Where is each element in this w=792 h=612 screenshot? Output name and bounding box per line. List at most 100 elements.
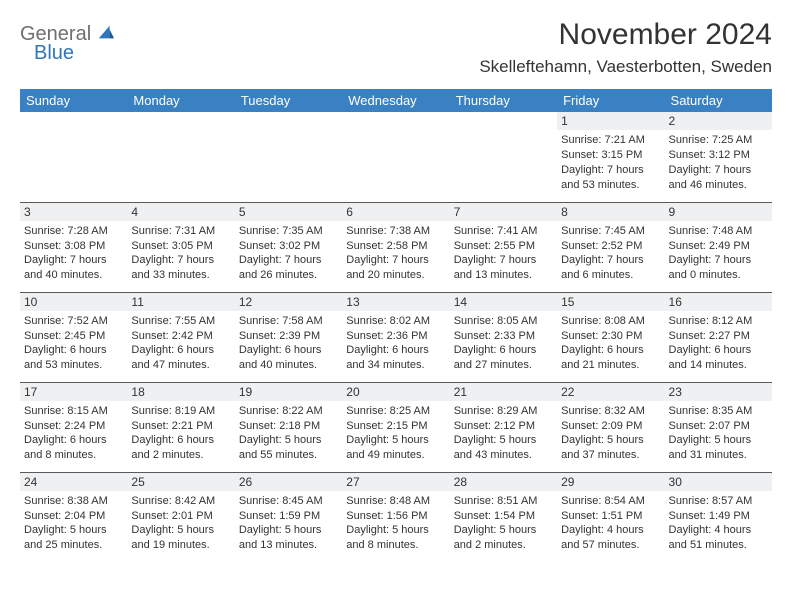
sunset-text: Sunset: 2:52 PM	[561, 239, 660, 254]
daylight-text: Daylight: 7 hours and 20 minutes.	[346, 253, 445, 283]
daylight-text: Daylight: 6 hours and 53 minutes.	[24, 343, 123, 373]
sunset-text: Sunset: 1:51 PM	[561, 509, 660, 524]
sunrise-text: Sunrise: 7:31 AM	[131, 224, 230, 239]
sunrise-text: Sunrise: 7:55 AM	[131, 314, 230, 329]
sunrise-text: Sunrise: 8:08 AM	[561, 314, 660, 329]
sunrise-text: Sunrise: 8:57 AM	[669, 494, 768, 509]
sunset-text: Sunset: 3:12 PM	[669, 148, 768, 163]
calendar-day-cell: 6 Sunrise: 7:38 AMSunset: 2:58 PMDaylight…	[342, 202, 449, 292]
calendar-table: SundayMondayTuesdayWednesdayThursdayFrid…	[20, 89, 772, 562]
sunset-text: Sunset: 2:24 PM	[24, 419, 123, 434]
calendar-day-cell: 1Sunrise: 7:21 AMSunset: 3:15 PMDaylight…	[557, 112, 664, 202]
calendar-day-cell: 28Sunrise: 8:51 AMSunset: 1:54 PMDayligh…	[450, 472, 557, 562]
day-number: 25	[127, 473, 234, 491]
sunrise-text: Sunrise: 8:22 AM	[239, 404, 338, 419]
daylight-text: Daylight: 5 hours and 55 minutes.	[239, 433, 338, 463]
calendar-week: 17 Sunrise: 8:15 AMSunset: 2:24 PM Dayligh…	[20, 382, 772, 472]
sunset-text: Sunset: 2:04 PM	[24, 509, 123, 524]
sunrise-text: Sunrise: 7:45 AM	[561, 224, 660, 239]
calendar-day-cell: 27Sunrise: 8:48 AMSunset: 1:56 PMDayligh…	[342, 472, 449, 562]
day-number: 21	[450, 383, 557, 401]
sunrise-text: Sunrise: 8:48 AM	[346, 494, 445, 509]
calendar-day-cell	[127, 112, 234, 202]
calendar-day-cell: 7Sunrise: 7:41 AMSunset: 2:55 PMDaylight…	[450, 202, 557, 292]
day-number: 28	[450, 473, 557, 491]
daylight-text: Daylight: 7 hours and 33 minutes.	[131, 253, 230, 283]
sunset-text: Sunset: 2:18 PM	[239, 419, 338, 434]
daylight-text: Daylight: 5 hours and 43 minutes.	[454, 433, 553, 463]
month-title: November 2024	[479, 18, 772, 51]
day-number: 16	[665, 293, 772, 311]
day-number: 3	[20, 203, 127, 221]
day-number: 30	[665, 473, 772, 491]
sunset-text: Sunset: 2:21 PM	[131, 419, 230, 434]
sunrise-text: Sunrise: 8:29 AM	[454, 404, 553, 419]
sunset-text: Sunset: 1:49 PM	[669, 509, 768, 524]
calendar-day-cell: 4 Sunrise: 7:31 AMSunset: 3:05 PMDaylight…	[127, 202, 234, 292]
daylight-text: Daylight: 4 hours and 51 minutes.	[669, 523, 768, 553]
sunrise-text: Sunrise: 8:25 AM	[346, 404, 445, 419]
sunset-text: Sunset: 3:15 PM	[561, 148, 660, 163]
sunrise-text: Sunrise: 8:54 AM	[561, 494, 660, 509]
calendar-day-cell	[20, 112, 127, 202]
day-number: 15	[557, 293, 664, 311]
daylight-text: Daylight: 5 hours and 2 minutes.	[454, 523, 553, 553]
daylight-text: Daylight: 7 hours and 26 minutes.	[239, 253, 338, 283]
daylight-text: Daylight: 6 hours and 40 minutes.	[239, 343, 338, 373]
day-number: 9	[665, 203, 772, 221]
sunset-text: Sunset: 2:39 PM	[239, 329, 338, 344]
sunrise-text: Sunrise: 8:05 AM	[454, 314, 553, 329]
day-number: 19	[235, 383, 342, 401]
sunrise-text: Sunrise: 8:19 AM	[131, 404, 230, 419]
daylight-text: Daylight: 5 hours and 49 minutes.	[346, 433, 445, 463]
sunrise-text: Sunrise: 8:32 AM	[561, 404, 660, 419]
sunset-text: Sunset: 2:58 PM	[346, 239, 445, 254]
sunrise-text: Sunrise: 7:58 AM	[239, 314, 338, 329]
daylight-text: Daylight: 5 hours and 31 minutes.	[669, 433, 768, 463]
calendar-week: 10Sunrise: 7:52 AMSunset: 2:45 PMDayligh…	[20, 292, 772, 382]
logo-text-block: General Blue	[20, 24, 115, 63]
day-number: 27	[342, 473, 449, 491]
calendar-week: 3Sunrise: 7:28 AMSunset: 3:08 PMDaylight…	[20, 202, 772, 292]
sunset-text: Sunset: 3:05 PM	[131, 239, 230, 254]
day-header: Saturday	[665, 89, 772, 112]
day-number: 12	[235, 293, 342, 311]
daylight-text: Daylight: 7 hours and 53 minutes.	[561, 163, 660, 193]
day-number: 6	[342, 203, 449, 221]
calendar-day-cell: 24Sunrise: 8:38 AMSunset: 2:04 PMDayligh…	[20, 472, 127, 562]
sunset-text: Sunset: 1:54 PM	[454, 509, 553, 524]
sunrise-text: Sunrise: 7:28 AM	[24, 224, 123, 239]
daylight-text: Daylight: 5 hours and 8 minutes.	[346, 523, 445, 553]
calendar-day-cell: 22Sunrise: 8:32 AMSunset: 2:09 PMDayligh…	[557, 382, 664, 472]
calendar-day-cell: 14Sunrise: 8:05 AMSunset: 2:33 PMDayligh…	[450, 292, 557, 382]
brand-logo: General Blue	[20, 18, 115, 63]
sunset-text: Sunset: 2:07 PM	[669, 419, 768, 434]
day-number: 7	[450, 203, 557, 221]
sunset-text: Sunset: 2:30 PM	[561, 329, 660, 344]
calendar-day-cell: 23Sunrise: 8:35 AMSunset: 2:07 PMDayligh…	[665, 382, 772, 472]
day-header-row: SundayMondayTuesdayWednesdayThursdayFrid…	[20, 89, 772, 112]
calendar-day-cell: 18Sunrise: 8:19 AMSunset: 2:21 PMDayligh…	[127, 382, 234, 472]
calendar-day-cell	[450, 112, 557, 202]
day-number: 4	[127, 203, 234, 221]
day-number: 18	[127, 383, 234, 401]
calendar-day-cell: 16Sunrise: 8:12 AMSunset: 2:27 PMDayligh…	[665, 292, 772, 382]
day-number: 11	[127, 293, 234, 311]
day-number: 5	[235, 203, 342, 221]
sunrise-text: Sunrise: 8:15 AM	[24, 404, 123, 419]
calendar-week: 1Sunrise: 7:21 AMSunset: 3:15 PMDaylight…	[20, 112, 772, 202]
sunrise-text: Sunrise: 7:48 AM	[669, 224, 768, 239]
sunrise-text: Sunrise: 7:38 AM	[346, 224, 445, 239]
sunrise-text: Sunrise: 8:42 AM	[131, 494, 230, 509]
calendar-day-cell: 15Sunrise: 8:08 AMSunset: 2:30 PMDayligh…	[557, 292, 664, 382]
calendar-day-cell: 25Sunrise: 8:42 AMSunset: 2:01 PMDayligh…	[127, 472, 234, 562]
sunset-text: Sunset: 2:01 PM	[131, 509, 230, 524]
daylight-text: Daylight: 5 hours and 37 minutes.	[561, 433, 660, 463]
day-number: 17	[20, 383, 127, 401]
sunset-text: Sunset: 3:02 PM	[239, 239, 338, 254]
calendar-day-cell: 11Sunrise: 7:55 AMSunset: 2:42 PMDayligh…	[127, 292, 234, 382]
sunrise-text: Sunrise: 7:21 AM	[561, 133, 660, 148]
day-number: 8	[557, 203, 664, 221]
calendar-body: 1Sunrise: 7:21 AMSunset: 3:15 PMDaylight…	[20, 112, 772, 562]
day-header: Wednesday	[342, 89, 449, 112]
